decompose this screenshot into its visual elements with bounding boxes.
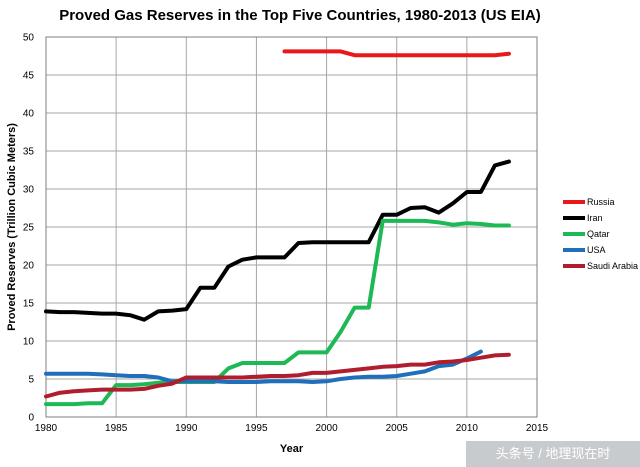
watermark-text: 头条号 / 地理现在时 (496, 446, 611, 461)
y-tick-label: 0 (28, 413, 34, 424)
series-line-usa (44, 349, 483, 384)
x-axis-ticks: 1980 1985 1990 1995 2000 2005 2010 2015 (35, 423, 549, 434)
x-tick-label: 1995 (245, 423, 268, 434)
legend-label-qatar: Qatar (587, 229, 610, 239)
series-line-russia (282, 49, 511, 58)
y-tick-label: 35 (23, 147, 35, 158)
x-tick-label: 2015 (526, 423, 549, 434)
y-tick-label: 5 (28, 375, 34, 386)
watermark-background (466, 441, 640, 467)
legend-label-russia: Russia (587, 197, 615, 207)
y-tick-label: 30 (23, 185, 35, 196)
series-line-qatar (44, 218, 511, 407)
legend-label-iran: Iran (587, 213, 603, 223)
y-axis-ticks: 0 5 10 15 20 25 30 35 40 45 50 (23, 33, 35, 424)
legend: Russia Iran Qatar USA Saudi Arabia (563, 197, 638, 271)
x-tick-label: 2000 (315, 423, 338, 434)
series-line-iran (44, 159, 511, 322)
x-tick-label: 1990 (175, 423, 198, 434)
y-tick-label: 20 (23, 261, 35, 272)
watermark: 头条号 / 地理现在时 (466, 441, 640, 467)
x-tick-label: 2005 (386, 423, 409, 434)
y-tick-label: 45 (23, 71, 35, 82)
series-lines (44, 49, 511, 407)
y-tick-label: 40 (23, 109, 35, 120)
gridlines (45, 36, 538, 418)
series-line-saudi-arabia (44, 352, 511, 399)
x-tick-label: 2010 (456, 423, 479, 434)
x-tick-label: 1985 (105, 423, 128, 434)
y-tick-label: 10 (23, 337, 35, 348)
y-tick-label: 25 (23, 223, 35, 234)
chart-title: Proved Gas Reserves in the Top Five Coun… (59, 7, 541, 24)
x-tick-label: 1980 (35, 423, 58, 434)
y-axis-label: Proved Reserves (Trillion Cubic Meters) (6, 123, 18, 331)
y-tick-label: 50 (23, 33, 35, 44)
x-axis-label: Year (280, 443, 304, 455)
plot-area-frame (45, 36, 538, 418)
legend-label-saudi-arabia: Saudi Arabia (587, 261, 638, 271)
legend-label-usa: USA (587, 245, 606, 255)
y-tick-label: 15 (23, 299, 35, 310)
